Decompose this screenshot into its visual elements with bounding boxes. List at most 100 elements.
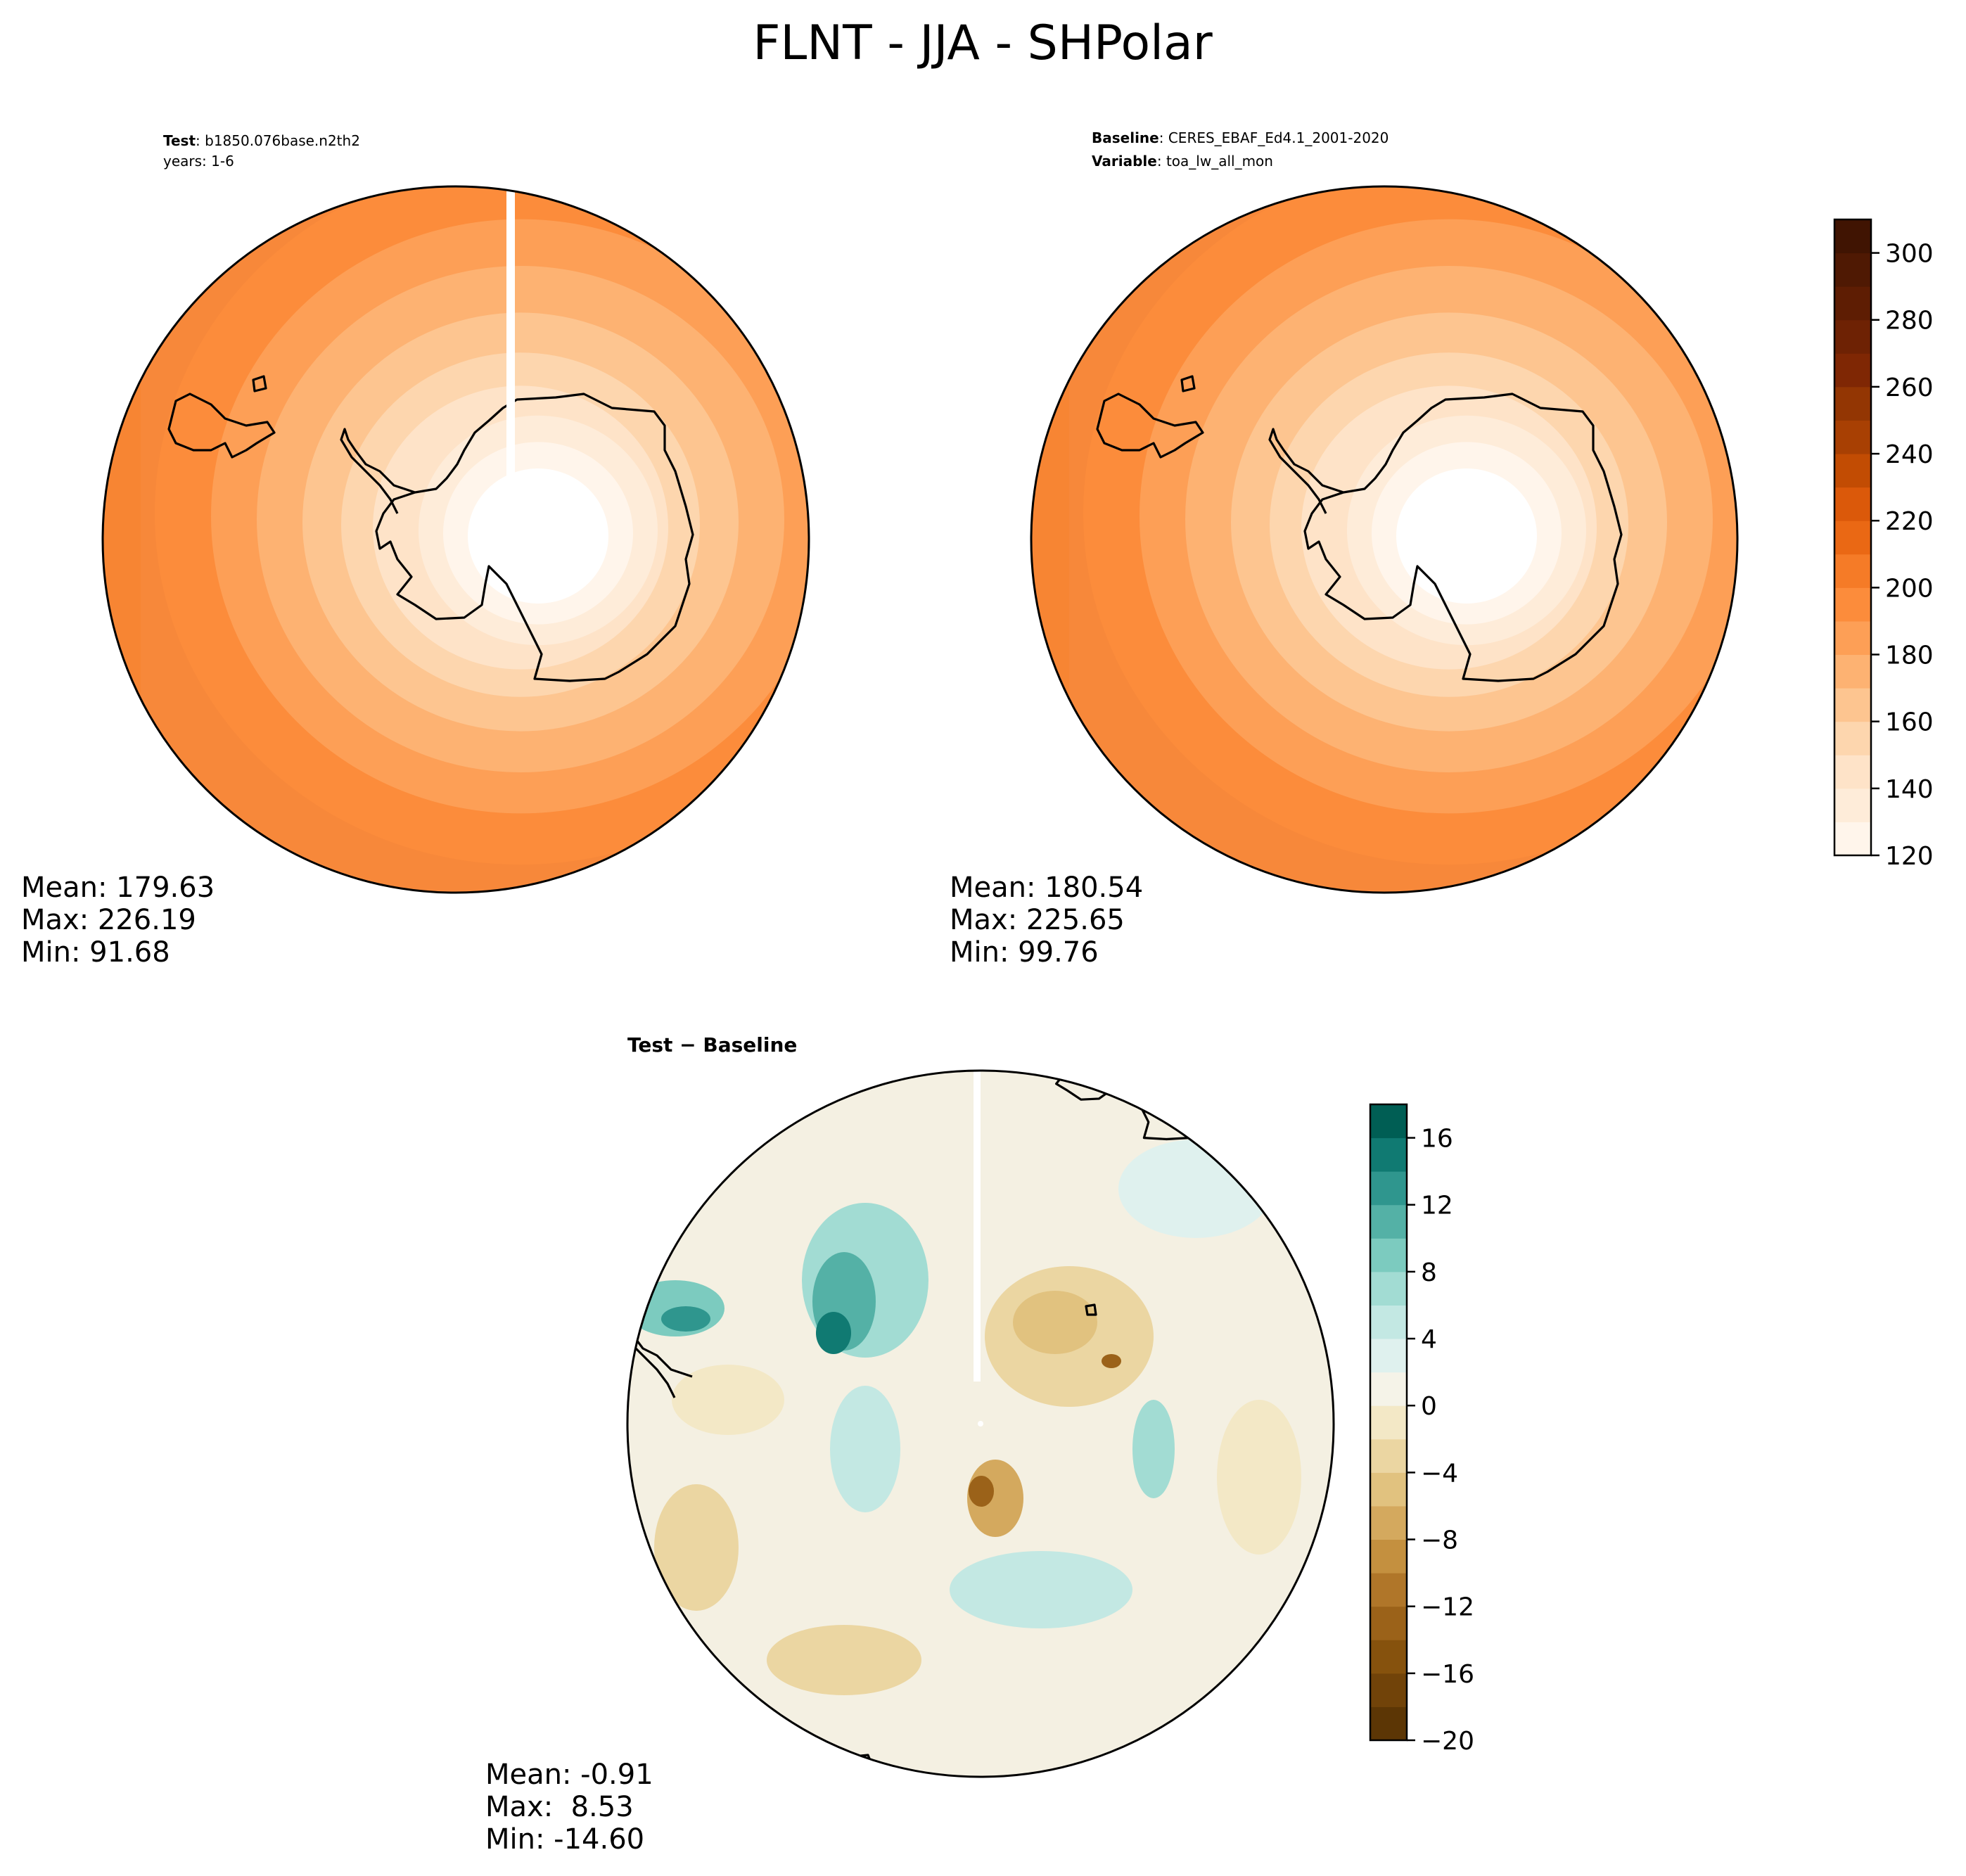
colorbar-tick-label: −16	[1421, 1660, 1474, 1689]
anomaly-negative	[969, 1476, 994, 1507]
antarctic-peninsula	[627, 1312, 693, 1398]
coast-fragment-3	[1497, 869, 1526, 893]
difference-anomalies	[627, 1140, 1301, 1695]
anomaly-positive	[1132, 1400, 1175, 1498]
difference-map	[446, 1071, 1334, 1777]
colorbar-level	[1834, 219, 1871, 254]
colorbar-level	[1834, 721, 1871, 755]
colorbar-tick-label: 140	[1885, 775, 1934, 804]
baseline-map	[1031, 186, 1737, 893]
colorbar-level	[1370, 1171, 1407, 1206]
colorbar-tick-label: 260	[1885, 374, 1934, 402]
anomaly-positive	[816, 1312, 851, 1354]
south-america-coastline	[1096, 393, 1204, 459]
colorbar-tick-label: 300	[1885, 240, 1934, 269]
colorbar-level	[1370, 1673, 1407, 1707]
colorbar-tick-label: 280	[1885, 307, 1934, 336]
colorbar-level	[1834, 420, 1871, 454]
test-map	[103, 186, 809, 893]
colorbar-tick-label: 220	[1885, 507, 1934, 536]
figure-title: FLNT - JJA - SHPolar	[753, 15, 1212, 71]
colorbar-level	[1370, 1372, 1407, 1406]
panel-baseline: Baseline: CERES_EBAF_Ed4.1_2001-2020 Var…	[950, 129, 1934, 969]
colorbar-level	[1370, 1305, 1407, 1339]
colorbar-level	[1370, 1706, 1407, 1741]
coast-fragment-3	[568, 869, 598, 893]
anomaly-positive	[1118, 1140, 1273, 1238]
contour-band	[468, 468, 608, 604]
colorbar-level	[1370, 1573, 1407, 1607]
colorbar-level	[1834, 654, 1871, 689]
colorbar-level	[1834, 688, 1871, 722]
difference-map-boundary	[626, 1069, 1335, 1778]
difference-title: Test − Baseline	[627, 1033, 797, 1057]
colorbar-difference: −20 −16 −12 −8 −4 0 4 8 12 16	[1369, 1103, 1474, 1756]
colorbar-tick-label: 120	[1885, 842, 1934, 871]
colorbar-level	[1834, 353, 1871, 388]
colorbar-level	[1834, 755, 1871, 789]
test-stat-max: Max: 226.19	[21, 904, 196, 936]
colorbar-tick-label: 200	[1885, 574, 1934, 603]
antarctic-peninsula	[1268, 428, 1344, 514]
baseline-variable-value: toa_lw_all_mon	[1166, 153, 1273, 170]
colorbar-level	[1834, 253, 1871, 287]
colorbar-tick-label: 0	[1421, 1392, 1437, 1421]
colorbar-level	[1834, 286, 1871, 321]
contour-band	[1031, 186, 1069, 893]
coast-fragment-2	[808, 419, 809, 432]
antarctic-peninsula	[340, 428, 416, 514]
colorbar-level	[1370, 1438, 1407, 1473]
coast-fragment-1	[252, 375, 267, 393]
colorbar-tick-label: 12	[1421, 1192, 1453, 1220]
anomaly-negative	[1102, 1354, 1121, 1368]
colorbar-tick-label: −12	[1421, 1593, 1474, 1622]
colorbar-level	[1370, 1640, 1407, 1674]
baseline-header-label: Baseline	[1092, 129, 1159, 146]
colorbar-level	[1370, 1405, 1407, 1440]
coast-fragment-1	[1180, 375, 1196, 393]
anomaly-positive	[661, 1306, 710, 1332]
colorbar-tick-label: 8	[1421, 1258, 1437, 1287]
colorbar-level	[1370, 1271, 1407, 1306]
coast-fragment-1	[530, 1261, 543, 1275]
test-map-boundary	[101, 185, 810, 894]
test-header-label: Test	[163, 132, 196, 149]
colorbar-level	[1834, 521, 1871, 555]
difference-stat-mean: Mean: -0.91	[485, 1759, 653, 1791]
test-header-line-2: years: 1-6	[163, 153, 234, 170]
colorbar-tick-label: −8	[1421, 1526, 1458, 1555]
anomaly-negative	[767, 1625, 921, 1695]
colorbar-frame	[1369, 1103, 1408, 1742]
colorbar-level	[1834, 587, 1871, 622]
colorbar-tick-label: −4	[1421, 1459, 1458, 1488]
colorbar-tick-label: 4	[1421, 1325, 1437, 1354]
test-header-value: b1850.076base.n2th2	[205, 132, 360, 149]
missing-data-wedge	[974, 1071, 981, 1382]
anomaly-positive	[830, 1386, 900, 1512]
contour-band	[103, 186, 141, 893]
colorbar-level	[1370, 1104, 1407, 1139]
colorbar-level	[1834, 319, 1871, 354]
colorbar-level	[1370, 1472, 1407, 1507]
baseline-header-line-1: Baseline: CERES_EBAF_Ed4.1_2001-2020	[1092, 129, 1389, 146]
test-header-line-1: Test: b1850.076base.n2th2	[163, 132, 360, 149]
colorbar-level	[1834, 620, 1871, 656]
baseline-header-line-2: Variable: toa_lw_all_mon	[1092, 153, 1273, 170]
test-stat-min: Min: 91.68	[21, 936, 170, 969]
anomaly-negative	[1217, 1400, 1301, 1555]
colorbar-frame	[1833, 218, 1872, 857]
baseline-stat-max: Max: 225.65	[950, 904, 1125, 936]
colorbar-level	[1370, 1606, 1407, 1640]
south-america-coastline	[446, 1278, 551, 1341]
colorbar-tick-label: 240	[1885, 440, 1934, 469]
colorbar-level	[1370, 1505, 1407, 1540]
panel-difference: Test − Baseline	[446, 1033, 1474, 1856]
pole-point	[978, 1421, 983, 1427]
colorbar-level	[1370, 1204, 1407, 1239]
colorbar-tick-label: 16	[1421, 1125, 1453, 1154]
colorbar-tick-label: 180	[1885, 642, 1934, 670]
south-america-coastline	[167, 393, 276, 459]
colorbar-level	[1370, 1539, 1407, 1574]
baseline-map-boundary	[1030, 185, 1739, 894]
